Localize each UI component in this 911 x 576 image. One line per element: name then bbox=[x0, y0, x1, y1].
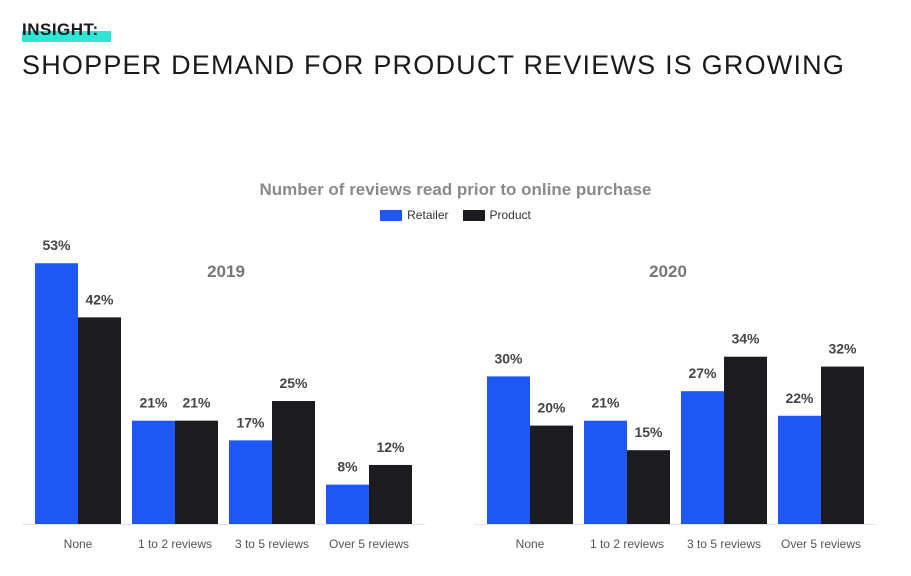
bar-retailer-2020-0 bbox=[487, 376, 530, 524]
chart-title: Number of reviews read prior to online p… bbox=[259, 180, 652, 199]
bar-product-2019-1 bbox=[175, 420, 218, 524]
legend-label-product: Product bbox=[489, 208, 531, 222]
legend-item-product: Product bbox=[462, 208, 531, 222]
bar-value-retailer-2020-3: 22% bbox=[785, 390, 814, 406]
category-label-2019-3: Over 5 reviews bbox=[329, 537, 409, 551]
page-title: SHOPPER DEMAND FOR PRODUCT REVIEWS IS GR… bbox=[22, 50, 846, 80]
bar-product-2020-0 bbox=[530, 425, 573, 524]
category-label-2020-2: 3 to 5 reviews bbox=[687, 537, 761, 551]
bar-retailer-2019-1 bbox=[132, 420, 175, 524]
insight-tag: INSIGHT: bbox=[22, 20, 111, 42]
insight-label: INSIGHT: bbox=[22, 20, 99, 39]
bar-product-2020-1 bbox=[627, 450, 670, 524]
category-label-2020-0: None bbox=[516, 537, 545, 551]
bar-value-product-2019-2: 25% bbox=[279, 375, 308, 391]
bar-product-2019-2 bbox=[272, 401, 315, 524]
panel-year-2019: 2019 bbox=[207, 262, 245, 281]
legend-swatch-product bbox=[462, 209, 485, 221]
bar-value-retailer-2019-3: 8% bbox=[337, 459, 358, 475]
bar-value-retailer-2020-1: 21% bbox=[591, 395, 620, 411]
bar-value-product-2019-0: 42% bbox=[85, 291, 114, 307]
legend-swatch-retailer bbox=[380, 209, 403, 221]
bar-value-retailer-2019-0: 53% bbox=[42, 237, 71, 253]
category-label-2019-1: 1 to 2 reviews bbox=[138, 537, 212, 551]
bar-value-product-2019-1: 21% bbox=[182, 395, 211, 411]
bar-value-product-2019-3: 12% bbox=[376, 439, 405, 455]
category-label-2020-1: 1 to 2 reviews bbox=[590, 537, 664, 551]
bar-value-product-2020-1: 15% bbox=[634, 424, 663, 440]
bar-retailer-2019-2 bbox=[229, 440, 272, 524]
bar-value-product-2020-2: 34% bbox=[731, 331, 760, 347]
bar-product-2019-0 bbox=[78, 317, 121, 524]
bar-product-2020-2 bbox=[724, 356, 767, 524]
bar-retailer-2020-1 bbox=[584, 420, 627, 524]
bar-value-product-2020-3: 32% bbox=[828, 341, 857, 357]
bar-retailer-2019-3 bbox=[326, 484, 369, 524]
bar-value-retailer-2019-2: 17% bbox=[236, 414, 265, 430]
bar-product-2020-3 bbox=[821, 366, 864, 524]
panel-year-2020: 2020 bbox=[649, 262, 687, 281]
bar-value-retailer-2020-2: 27% bbox=[688, 365, 717, 381]
insight-highlight bbox=[22, 31, 111, 42]
legend-label-retailer: Retailer bbox=[407, 208, 449, 222]
bar-retailer-2020-3 bbox=[778, 415, 821, 524]
bar-value-retailer-2020-0: 30% bbox=[494, 350, 523, 366]
chart-legend: Retailer Product bbox=[0, 208, 911, 222]
bar-value-retailer-2019-1: 21% bbox=[139, 395, 168, 411]
bar-retailer-2019-0 bbox=[35, 263, 78, 524]
bar-product-2019-3 bbox=[369, 464, 412, 524]
category-label-2020-3: Over 5 reviews bbox=[781, 537, 861, 551]
bar-value-product-2020-0: 20% bbox=[537, 400, 566, 416]
bar-retailer-2020-2 bbox=[681, 391, 724, 524]
category-label-2019-0: None bbox=[64, 537, 93, 551]
legend-item-retailer: Retailer bbox=[380, 208, 449, 222]
category-label-2019-2: 3 to 5 reviews bbox=[235, 537, 309, 551]
